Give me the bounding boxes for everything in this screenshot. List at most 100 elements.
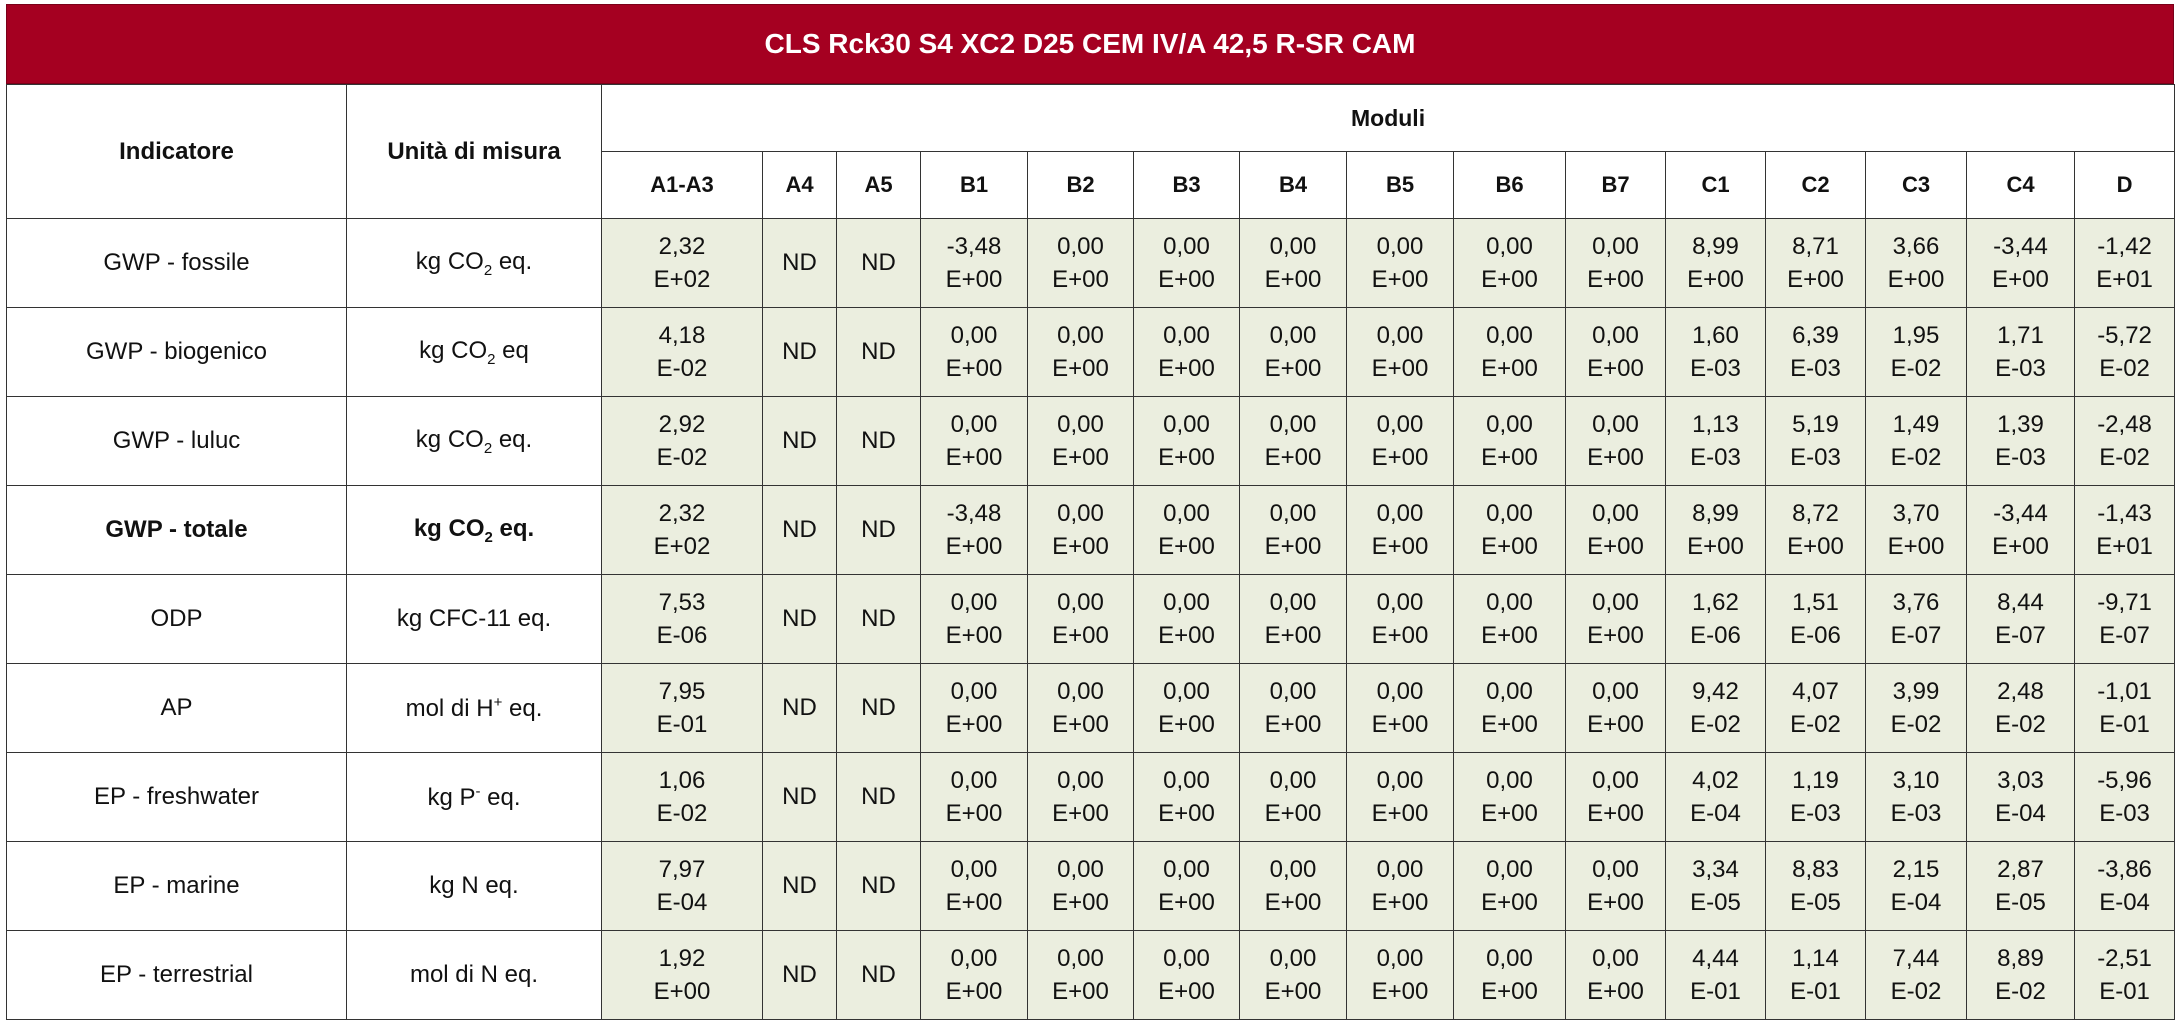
value-cell-d: -5,72 E-02 <box>2073 307 2175 397</box>
value-cell-b4: 0,00 E+00 <box>1239 752 1347 842</box>
results-table: Indicatore Unità di misura Moduli A1-A3 A… <box>6 84 2175 1020</box>
value-cell-b7: 0,00 E+00 <box>1565 841 1666 931</box>
value-cell-c2: 5,19 E-03 <box>1765 396 1866 486</box>
table-row: GWP - luluc kg CO2 eq. 2,92 E-02 ND ND 0,00 E+0… <box>6 396 2175 486</box>
module-header-c2: C2 <box>1765 151 1866 219</box>
value-cell-b1: 0,00 E+00 <box>920 930 1028 1020</box>
value-cell-a4: ND <box>762 752 837 842</box>
indicator-cell: GWP - totale <box>6 485 347 575</box>
value-cell-b1: 0,00 E+00 <box>920 396 1028 486</box>
value-cell-a5: ND <box>836 663 921 753</box>
value-cell-c1: 1,60 E-03 <box>1665 307 1766 397</box>
value-cell-b7: 0,00 E+00 <box>1565 307 1666 397</box>
value-cell-b6: 0,00 E+00 <box>1453 663 1566 753</box>
unit-cell: mol di H+ eq. <box>346 663 602 753</box>
value-cell-c1: 8,99 E+00 <box>1665 485 1766 575</box>
table-row: EP - marine kg N eq. 7,97 E-04 ND ND 0,00 E+00 0… <box>6 841 2175 931</box>
value-cell-b2: 0,00 E+00 <box>1027 752 1134 842</box>
value-cell-a1-a3: 1,06 E-02 <box>601 752 763 842</box>
value-cell-b3: 0,00 E+00 <box>1133 574 1240 664</box>
module-header-a5: A5 <box>836 151 921 219</box>
value-cell-c4: 3,03 E-04 <box>1966 752 2075 842</box>
value-cell-b2: 0,00 E+00 <box>1027 307 1134 397</box>
value-cell-c3: 3,76 E-07 <box>1865 574 1967 664</box>
header-modules: Moduli <box>600 84 2175 152</box>
value-cell-b6: 0,00 E+00 <box>1453 752 1566 842</box>
value-cell-c1: 1,62 E-06 <box>1665 574 1766 664</box>
module-header-c1: C1 <box>1665 151 1766 219</box>
value-cell-a1-a3: 2,32 E+02 <box>601 485 763 575</box>
value-cell-b4: 0,00 E+00 <box>1239 663 1347 753</box>
value-cell-d: -3,86 E-04 <box>2073 841 2175 931</box>
value-cell-b5: 0,00 E+00 <box>1346 218 1454 308</box>
value-cell-b4: 0,00 E+00 <box>1239 485 1347 575</box>
value-cell-a5: ND <box>836 307 921 397</box>
value-cell-b6: 0,00 E+00 <box>1453 574 1566 664</box>
value-cell-c3: 1,49 E-02 <box>1865 396 1967 486</box>
value-cell-b7: 0,00 E+00 <box>1565 485 1666 575</box>
value-cell-a4: ND <box>762 218 837 308</box>
value-cell-a5: ND <box>836 930 921 1020</box>
value-cell-b1: 0,00 E+00 <box>920 307 1028 397</box>
value-cell-c3: 3,99 E-02 <box>1865 663 1967 753</box>
value-cell-a4: ND <box>762 841 837 931</box>
value-cell-b3: 0,00 E+00 <box>1133 841 1240 931</box>
table-body: GWP - fossile kg CO2 eq. 2,32 E+02 ND ND -3,48… <box>6 218 2175 1020</box>
value-cell-d: -9,71 E-07 <box>2073 574 2175 664</box>
unit-cell: kg P- eq. <box>346 752 602 842</box>
value-cell-b7: 0,00 E+00 <box>1565 663 1666 753</box>
value-cell-b7: 0,00 E+00 <box>1565 218 1666 308</box>
value-cell-b5: 0,00 E+00 <box>1346 930 1454 1020</box>
value-cell-c1: 1,13 E-03 <box>1665 396 1766 486</box>
value-cell-b2: 0,00 E+00 <box>1027 574 1134 664</box>
value-cell-c2: 1,19 E-03 <box>1765 752 1866 842</box>
value-cell-a1-a3: 2,92 E-02 <box>601 396 763 486</box>
value-cell-a4: ND <box>762 396 837 486</box>
value-cell-b4: 0,00 E+00 <box>1239 218 1347 308</box>
value-cell-c1: 9,42 E-02 <box>1665 663 1766 753</box>
value-cell-a1-a3: 7,97 E-04 <box>601 841 763 931</box>
value-cell-c3: 3,70 E+00 <box>1865 485 1967 575</box>
value-cell-b4: 0,00 E+00 <box>1239 307 1347 397</box>
value-cell-b6: 0,00 E+00 <box>1453 218 1566 308</box>
table-row: AP mol di H+ eq. 7,95 E-01 ND ND 0,00 E+00 0,00 E… <box>6 663 2175 753</box>
value-cell-c2: 8,71 E+00 <box>1765 218 1866 308</box>
document: CLS Rck30 S4 XC2 D25 CEM IV/A 42,5 R-SR … <box>6 4 2175 1020</box>
value-cell-b5: 0,00 E+00 <box>1346 485 1454 575</box>
indicator-cell: EP - marine <box>6 841 347 931</box>
module-header-d: D <box>2073 151 2175 219</box>
value-cell-b1: 0,00 E+00 <box>920 574 1028 664</box>
value-cell-c3: 3,10 E-03 <box>1865 752 1967 842</box>
value-cell-c2: 8,72 E+00 <box>1765 485 1866 575</box>
table-row: EP - freshwater kg P- eq. 1,06 E-02 ND ND 0,00… <box>6 752 2175 842</box>
value-cell-b5: 0,00 E+00 <box>1346 663 1454 753</box>
unit-cell: kg CO2 eq <box>346 307 602 397</box>
indicator-cell: GWP - luluc <box>6 396 347 486</box>
unit-cell: kg N eq. <box>346 841 602 931</box>
value-cell-c4: 8,44 E-07 <box>1966 574 2075 664</box>
value-cell-b6: 0,00 E+00 <box>1453 930 1566 1020</box>
value-cell-a4: ND <box>762 663 837 753</box>
value-cell-b4: 0,00 E+00 <box>1239 396 1347 486</box>
value-cell-b2: 0,00 E+00 <box>1027 930 1134 1020</box>
value-cell-c4: 1,71 E-03 <box>1966 307 2075 397</box>
value-cell-b4: 0,00 E+00 <box>1239 841 1347 931</box>
value-cell-c1: 8,99 E+00 <box>1665 218 1766 308</box>
value-cell-a5: ND <box>836 752 921 842</box>
value-cell-c3: 7,44 E-02 <box>1865 930 1967 1020</box>
value-cell-c1: 4,44 E-01 <box>1665 930 1766 1020</box>
value-cell-b4: 0,00 E+00 <box>1239 574 1347 664</box>
value-cell-c2: 8,83 E-05 <box>1765 841 1866 931</box>
header-indicator: Indicatore <box>6 84 347 219</box>
value-cell-b6: 0,00 E+00 <box>1453 396 1566 486</box>
value-cell-d: -1,01 E-01 <box>2073 663 2175 753</box>
module-header-row: A1-A3 A4 A5 B1 B2 B3 B4 B5 B6 B7 C1 C2 C3 C4 D <box>7 151 2175 219</box>
value-cell-a5: ND <box>836 396 921 486</box>
value-cell-b6: 0,00 E+00 <box>1453 841 1566 931</box>
value-cell-b2: 0,00 E+00 <box>1027 218 1134 308</box>
value-cell-d: -1,43 E+01 <box>2073 485 2175 575</box>
table-row: GWP - totale kg CO2 eq. 2,32 E+02 ND ND -3,48 E… <box>6 485 2175 575</box>
value-cell-a5: ND <box>836 218 921 308</box>
table-row: GWP - fossile kg CO2 eq. 2,32 E+02 ND ND -3,48… <box>6 218 2175 308</box>
table-row: GWP - biogenico kg CO2 eq 4,18 E-02 ND ND 0,00… <box>6 307 2175 397</box>
